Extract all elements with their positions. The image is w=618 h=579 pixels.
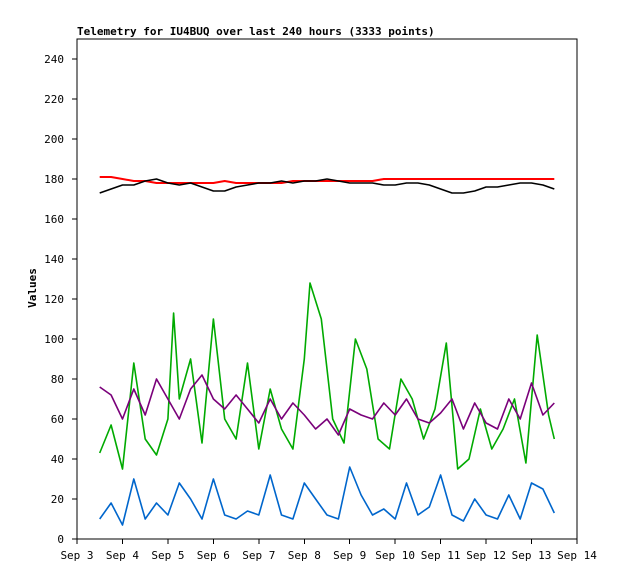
y-tick-label: 100 (44, 333, 64, 346)
y-tick-label: 60 (51, 413, 64, 426)
y-axis-ticks: 0 20 40 60 80 100 120 140 160 180 200 220 240 (44, 53, 77, 546)
y-tick-label: 40 (51, 453, 64, 466)
y-tick-label: 140 (44, 253, 64, 266)
x-tick-label: Sep 9 (333, 549, 366, 562)
series-line-1 (99, 176, 555, 184)
y-tick-label: 220 (44, 93, 64, 106)
x-tick-label: Sep 4 (106, 549, 139, 562)
x-tick-label: Sep 11 (421, 549, 461, 562)
x-tick-label: Sep 5 (151, 549, 184, 562)
y-tick-label: 80 (51, 373, 64, 386)
series-line-3 (98, 282, 556, 470)
plot-frame (76, 38, 578, 540)
x-tick-label: Sep 12 (466, 549, 506, 562)
series-line-5 (99, 466, 556, 526)
x-tick-label: Sep 8 (288, 549, 321, 562)
x-tick-label: Sep 14 (557, 549, 597, 562)
y-tick-label: 160 (44, 213, 64, 226)
y-tick-label: 180 (44, 173, 64, 186)
y-tick-label: 0 (57, 533, 64, 546)
series-line-2 (99, 178, 555, 194)
y-axis-label: Values (26, 268, 39, 308)
x-axis-ticks: Sep 3 Sep 4 Sep 5 Sep 6 Sep 7 Sep 8 Sep 9 Sep 1… (60, 539, 597, 562)
x-tick-label: Sep 7 (242, 549, 275, 562)
y-tick-label: 120 (44, 293, 64, 306)
series-layer (98, 176, 556, 526)
plot-border (76, 38, 578, 540)
y-tick-label: 20 (51, 493, 64, 506)
y-tick-label: 200 (44, 133, 64, 146)
x-tick-label: Sep 3 (60, 549, 93, 562)
series-line-4 (99, 374, 555, 436)
x-tick-label: Sep 10 (375, 549, 415, 562)
y-tick-label: 240 (44, 53, 64, 66)
x-tick-label: Sep 13 (512, 549, 552, 562)
x-tick-label: Sep 6 (197, 549, 230, 562)
chart-title: Telemetry for IU4BUQ over last 240 hours… (77, 25, 435, 38)
